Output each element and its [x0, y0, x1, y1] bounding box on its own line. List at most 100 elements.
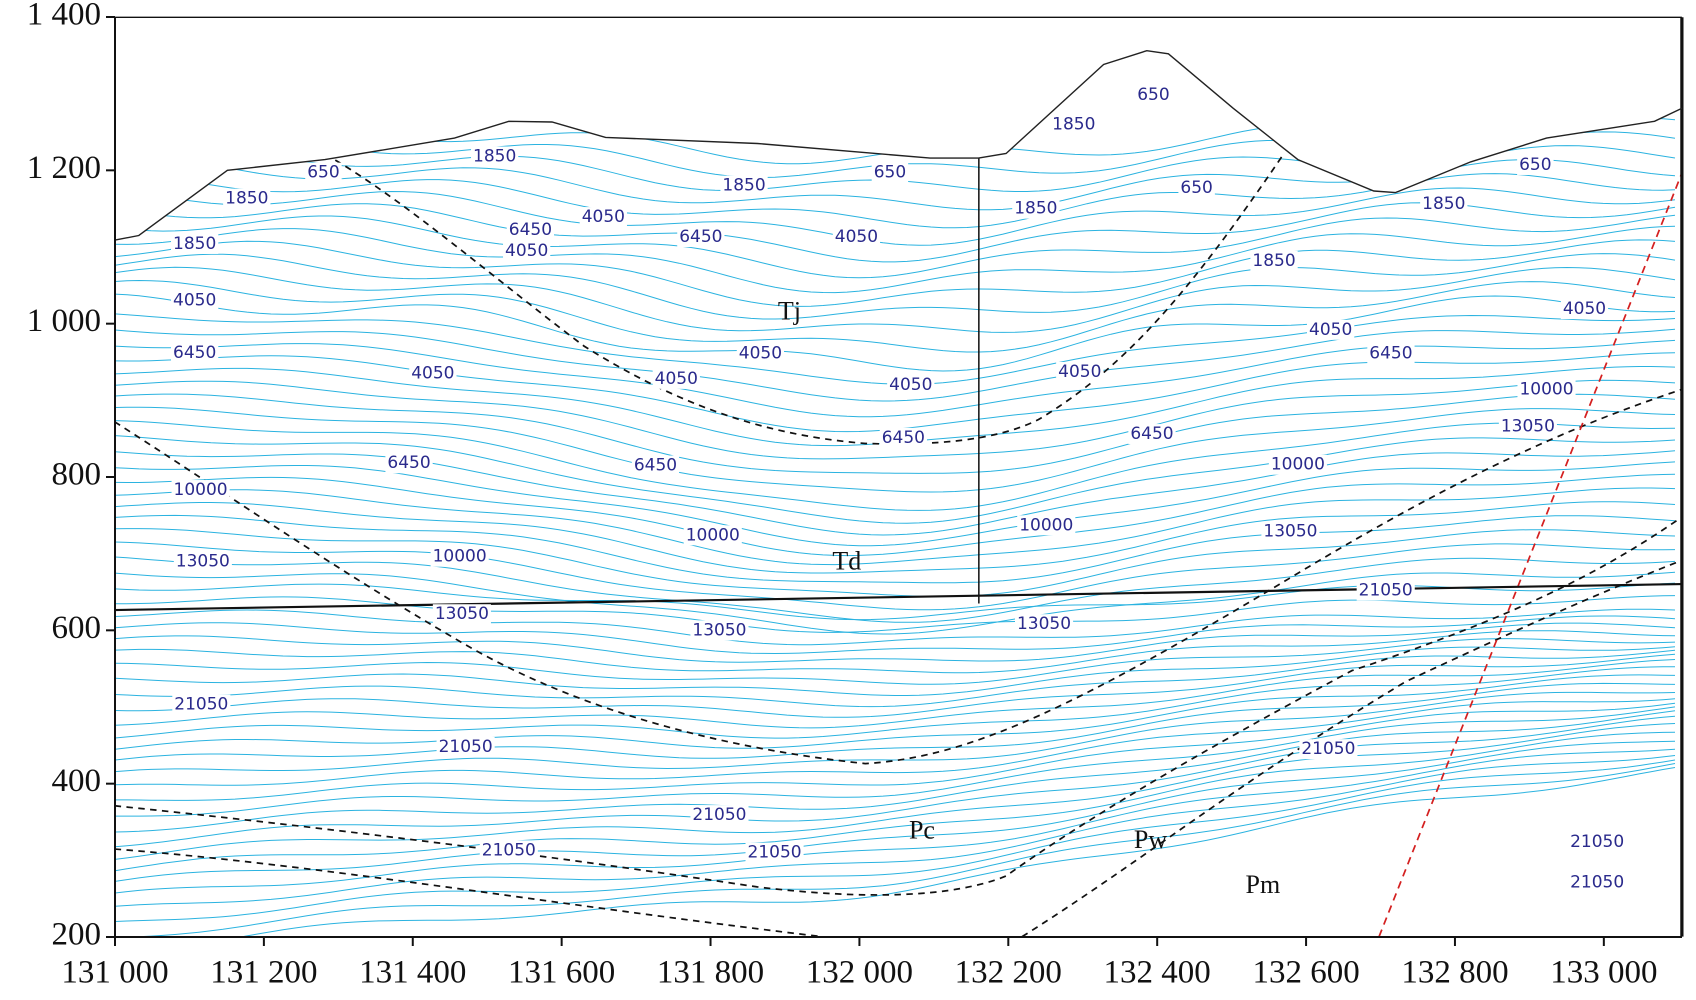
- unit-label: Td: [832, 547, 861, 576]
- contour-line: [115, 225, 1676, 294]
- label-background: [430, 546, 489, 567]
- contour-line: [115, 420, 1676, 511]
- contour-label: 10000: [1519, 380, 1573, 400]
- contour-line: [115, 674, 1676, 750]
- label-background: [652, 368, 700, 389]
- contour-line: [115, 487, 1676, 566]
- contour-line: [115, 379, 1676, 460]
- contour-line: [115, 622, 1676, 663]
- contour-line: [115, 461, 1676, 547]
- unit-label: Tj: [778, 297, 801, 326]
- x-tick-label: 131 800: [657, 955, 764, 991]
- label-background: [871, 162, 909, 183]
- contour-label: 13050: [1501, 416, 1555, 436]
- contour-label: 4050: [505, 241, 548, 261]
- contour-line: [115, 450, 1676, 536]
- x-tick-label: 132 400: [1104, 955, 1211, 991]
- label-background: [579, 207, 627, 228]
- y-tick-label: 1 400: [27, 0, 101, 33]
- label-background: [720, 175, 768, 196]
- label-background: [1014, 614, 1074, 635]
- label-background: [436, 736, 495, 757]
- label-background: [1261, 521, 1320, 542]
- label-background: [479, 840, 538, 861]
- label-background: [1356, 580, 1415, 601]
- label-background: [1250, 250, 1298, 271]
- unit-label: Pw: [1134, 825, 1167, 854]
- contour-line: [115, 187, 1676, 246]
- x-tick-label: 133 000: [1550, 955, 1657, 991]
- contour-line: [115, 630, 1676, 674]
- contour-label: 13050: [1263, 521, 1317, 541]
- label-background: [1056, 361, 1104, 382]
- contour-label: 10000: [433, 547, 487, 567]
- y-tick-label: 400: [52, 763, 102, 799]
- contour-line: [115, 723, 1676, 860]
- label-background: [1050, 114, 1098, 135]
- y-tick-label: 200: [52, 917, 102, 953]
- contour-label: 1850: [173, 234, 216, 254]
- contour-label: 4050: [1058, 362, 1101, 382]
- contour-label: 4050: [1309, 320, 1352, 340]
- boundary: [114, 516, 1683, 896]
- boundary: [1021, 559, 1683, 938]
- contour-label: 4050: [582, 207, 625, 227]
- x-tick-label: 131 200: [210, 955, 317, 991]
- contour-label: 4050: [1563, 299, 1606, 319]
- x-tick-label: 131 600: [508, 955, 615, 991]
- label-background: [409, 363, 457, 384]
- label-background: [432, 604, 491, 625]
- label-background: [506, 220, 555, 241]
- contour-label: 13050: [1017, 614, 1071, 634]
- contour-line: [115, 239, 1676, 307]
- contour-label: 10000: [1019, 515, 1073, 535]
- contour-line: [115, 682, 1676, 761]
- label-background: [1517, 154, 1554, 175]
- contour-line: [115, 541, 1676, 611]
- contour-line: [115, 279, 1676, 353]
- contour-label: 1850: [722, 176, 765, 196]
- label-background: [745, 842, 804, 863]
- contour-line: [115, 706, 1676, 817]
- contour-line: [115, 767, 1676, 937]
- contour-label: 650: [1137, 85, 1169, 105]
- label-background: [1367, 343, 1415, 364]
- x-tick-label: 132 800: [1401, 955, 1508, 991]
- label-background: [171, 342, 219, 363]
- label-background: [385, 453, 433, 474]
- contour-line: [115, 528, 1676, 597]
- contour-line: [115, 117, 1676, 165]
- contour-line: [115, 755, 1676, 907]
- x-tick-label: 132 000: [806, 955, 913, 991]
- section-line: [114, 582, 1682, 612]
- fault-line: [1378, 172, 1683, 937]
- label-background: [1017, 515, 1076, 536]
- contour-line: [115, 702, 1676, 801]
- contour-line: [115, 659, 1676, 729]
- label-background: [173, 551, 232, 572]
- contour-line: [115, 435, 1676, 524]
- contour-label: 650: [1519, 155, 1551, 175]
- contour-label: 1850: [473, 147, 516, 167]
- contour-line: [115, 473, 1676, 557]
- contour-label: 6450: [679, 227, 722, 247]
- contour-line: [115, 748, 1676, 894]
- contour-line: [115, 731, 1676, 872]
- contour-line: [115, 608, 1676, 646]
- y-tick-label: 1 000: [27, 303, 101, 339]
- contour-label: 6450: [882, 428, 925, 448]
- label-background: [172, 694, 231, 715]
- label-background: [736, 343, 785, 364]
- x-tick-label: 132 600: [1252, 955, 1359, 991]
- contour-label: 1850: [1422, 194, 1465, 214]
- label-background: [631, 455, 680, 476]
- contour-label: 6450: [1130, 424, 1173, 444]
- contour-line: [115, 715, 1676, 848]
- label-background: [171, 480, 230, 501]
- contour-label: 650: [1180, 178, 1212, 198]
- contour-line: [115, 653, 1676, 718]
- contour-line: [115, 638, 1676, 685]
- label-background: [1568, 831, 1627, 852]
- contour-line: [115, 214, 1676, 279]
